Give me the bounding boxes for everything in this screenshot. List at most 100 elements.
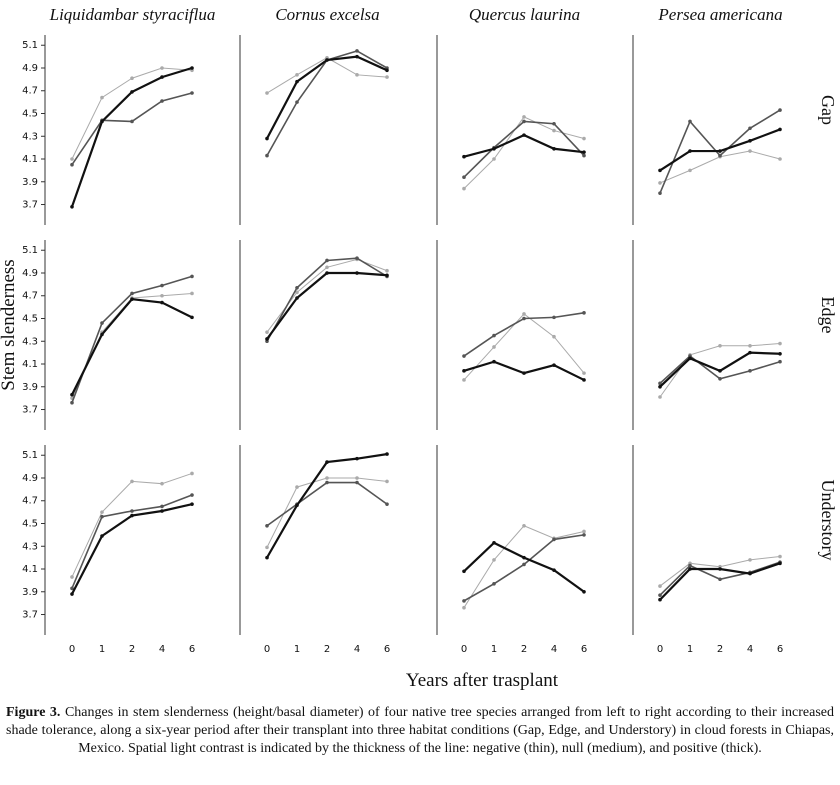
data-point bbox=[492, 582, 496, 586]
data-point bbox=[492, 157, 496, 161]
data-point bbox=[130, 509, 134, 513]
series-line bbox=[266, 257, 388, 342]
data-point bbox=[325, 265, 329, 270]
data-point bbox=[658, 395, 662, 399]
data-point bbox=[325, 476, 329, 480]
column-title: Persea americana bbox=[657, 5, 782, 24]
data-point bbox=[70, 162, 74, 167]
data-point bbox=[552, 146, 556, 151]
y-tick-label: 3.7 bbox=[22, 405, 38, 416]
y-tick-label: 3.9 bbox=[22, 587, 38, 598]
data-point bbox=[718, 149, 722, 153]
data-point bbox=[778, 108, 782, 112]
x-tick-label: 0 bbox=[264, 644, 270, 655]
data-point bbox=[552, 128, 556, 133]
data-point bbox=[748, 571, 752, 576]
data-point bbox=[522, 555, 526, 560]
data-point bbox=[462, 605, 466, 610]
data-point bbox=[265, 91, 269, 95]
data-point bbox=[355, 73, 359, 77]
data-point bbox=[748, 149, 752, 153]
data-point bbox=[688, 149, 692, 153]
y-tick-label: 4.3 bbox=[22, 131, 38, 142]
y-tick-label: 4.5 bbox=[22, 519, 38, 530]
data-point bbox=[190, 66, 194, 70]
data-point bbox=[130, 297, 134, 301]
x-tick-label: 0 bbox=[461, 644, 467, 655]
y-tick-label: 4.5 bbox=[22, 314, 38, 325]
series-line bbox=[463, 133, 585, 158]
row-label: Edge bbox=[818, 297, 838, 334]
data-point bbox=[295, 485, 299, 489]
data-point bbox=[688, 119, 692, 124]
y-tick-label: 4.3 bbox=[22, 336, 38, 347]
data-point bbox=[778, 351, 782, 356]
data-point bbox=[70, 204, 74, 209]
data-point bbox=[190, 274, 194, 279]
data-point bbox=[748, 369, 752, 373]
y-tick-label: 3.9 bbox=[22, 382, 38, 393]
data-point bbox=[130, 90, 134, 94]
x-tick-label: 1 bbox=[687, 644, 693, 655]
data-point bbox=[295, 503, 299, 508]
x-tick-label: 0 bbox=[657, 644, 663, 655]
data-point bbox=[522, 119, 526, 124]
data-point bbox=[658, 597, 662, 602]
data-point bbox=[778, 157, 782, 161]
data-point bbox=[295, 100, 299, 104]
y-tick-label: 4.5 bbox=[22, 109, 38, 120]
data-point bbox=[748, 558, 752, 562]
data-point bbox=[492, 541, 496, 545]
data-point bbox=[522, 316, 526, 321]
data-point bbox=[462, 175, 466, 180]
x-tick-label: 6 bbox=[581, 644, 587, 655]
data-point bbox=[325, 58, 329, 62]
data-point bbox=[265, 555, 269, 560]
data-point bbox=[778, 561, 782, 566]
data-point bbox=[265, 545, 269, 550]
data-point bbox=[718, 369, 722, 373]
data-point bbox=[190, 502, 194, 506]
data-point bbox=[582, 529, 586, 534]
data-point bbox=[522, 562, 526, 567]
data-point bbox=[522, 312, 526, 316]
data-point bbox=[160, 75, 164, 79]
y-tick-label: 4.3 bbox=[22, 541, 38, 552]
data-point bbox=[658, 191, 662, 195]
data-point bbox=[295, 79, 299, 84]
data-point bbox=[552, 363, 556, 367]
data-point bbox=[522, 133, 526, 137]
caption-text: Changes in stem slenderness (height/basa… bbox=[6, 705, 835, 756]
caption-label: Figure 3. bbox=[6, 705, 61, 720]
x-tick-label: 2 bbox=[717, 644, 723, 655]
data-point bbox=[582, 589, 586, 594]
data-point bbox=[160, 300, 164, 305]
y-tick-label: 3.9 bbox=[22, 177, 38, 188]
data-point bbox=[325, 480, 329, 485]
x-tick-label: 2 bbox=[324, 644, 330, 655]
data-point bbox=[582, 311, 586, 315]
series-line bbox=[71, 298, 193, 396]
series-line bbox=[266, 271, 388, 340]
data-point bbox=[100, 514, 104, 519]
series-line bbox=[463, 541, 585, 593]
data-point bbox=[582, 533, 586, 537]
data-point bbox=[100, 95, 104, 100]
data-point bbox=[582, 150, 586, 154]
data-point bbox=[70, 592, 74, 596]
data-point bbox=[325, 271, 329, 275]
data-point bbox=[658, 168, 662, 173]
data-point bbox=[688, 356, 692, 361]
x-tick-label: 1 bbox=[99, 644, 105, 655]
data-point bbox=[355, 49, 359, 53]
data-point bbox=[552, 315, 556, 320]
data-point bbox=[462, 378, 466, 382]
data-point bbox=[778, 554, 782, 559]
data-point bbox=[160, 66, 164, 70]
data-point bbox=[582, 153, 586, 158]
data-point bbox=[462, 369, 466, 373]
data-point bbox=[462, 599, 466, 603]
data-point bbox=[70, 586, 74, 591]
data-point bbox=[492, 333, 496, 338]
